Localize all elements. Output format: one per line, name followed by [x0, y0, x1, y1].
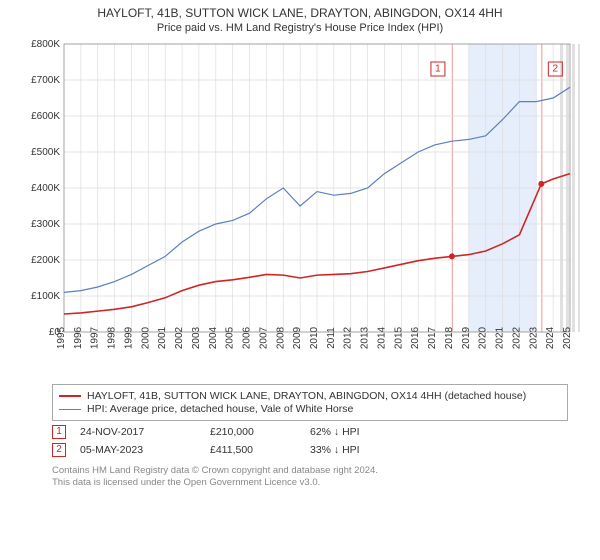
x-tick-label: 2005 — [225, 326, 236, 349]
y-tick-label: £300K — [31, 219, 60, 230]
sale-pct: 62% ↓ HPI — [310, 426, 360, 438]
sale-dot — [538, 181, 544, 187]
sales-list: 1 24-NOV-2017£210,00062% ↓ HPI 2 05-MAY-202… — [8, 425, 592, 457]
sale-num-box: 2 — [52, 443, 66, 457]
footer-line2: This data is licensed under the Open Gov… — [52, 477, 320, 488]
x-tick-label: 2023 — [528, 326, 539, 349]
y-tick-label: £200K — [31, 255, 60, 266]
chart-svg: £0£100K£200K£300K£400K£500K£600K£700K£80… — [20, 38, 580, 378]
x-tick-label: 1997 — [90, 326, 101, 349]
sale-pct: 33% ↓ HPI — [310, 444, 360, 456]
x-tick-label: 2015 — [393, 326, 404, 349]
sale-marker-num: 2 — [553, 64, 559, 75]
x-tick-label: 2019 — [461, 326, 472, 349]
y-tick-label: £600K — [31, 111, 60, 122]
x-tick-label: 1996 — [73, 326, 84, 349]
legend: HAYLOFT, 41B, SUTTON WICK LANE, DRAYTON,… — [52, 384, 568, 421]
sale-date: 24-NOV-2017 — [80, 426, 210, 438]
footer-note: Contains HM Land Registry data © Crown c… — [52, 465, 592, 489]
x-tick-label: 2016 — [410, 326, 421, 349]
x-tick-label: 2002 — [174, 326, 185, 349]
x-tick-label: 2009 — [292, 326, 303, 349]
x-tick-label: 1995 — [56, 326, 67, 349]
x-tick-label: 2000 — [140, 326, 151, 349]
legend-item: HPI: Average price, detached house, Vale… — [59, 403, 561, 415]
y-tick-label: £100K — [31, 291, 60, 302]
x-tick-label: 2018 — [444, 326, 455, 349]
x-tick-label: 2020 — [478, 326, 489, 349]
x-tick-label: 2021 — [495, 326, 506, 349]
legend-swatch — [59, 409, 81, 410]
sale-num-box: 1 — [52, 425, 66, 439]
x-tick-label: 2022 — [511, 326, 522, 349]
sale-marker-num: 1 — [435, 64, 441, 75]
x-tick-label: 2006 — [242, 326, 253, 349]
chart-subtitle: Price paid vs. HM Land Registry's House … — [8, 22, 592, 34]
x-tick-label: 1999 — [123, 326, 134, 349]
y-tick-label: £400K — [31, 183, 60, 194]
x-tick-label: 2011 — [326, 327, 337, 349]
y-tick-label: £500K — [31, 147, 60, 158]
chart-container: HAYLOFT, 41B, SUTTON WICK LANE, DRAYTON,… — [0, 0, 600, 560]
sale-row: 2 05-MAY-2023£411,50033% ↓ HPI — [52, 443, 592, 457]
x-tick-label: 2013 — [360, 326, 371, 349]
footer-line1: Contains HM Land Registry data © Crown c… — [52, 465, 378, 476]
legend-item: HAYLOFT, 41B, SUTTON WICK LANE, DRAYTON,… — [59, 390, 561, 402]
x-tick-label: 2001 — [157, 326, 168, 349]
sale-date: 05-MAY-2023 — [80, 444, 210, 456]
x-tick-label: 2007 — [258, 326, 269, 349]
x-tick-label: 2014 — [376, 326, 387, 349]
sale-row: 1 24-NOV-2017£210,00062% ↓ HPI — [52, 425, 592, 439]
x-tick-label: 2003 — [191, 326, 202, 349]
legend-swatch — [59, 395, 81, 397]
y-tick-label: £800K — [31, 39, 60, 50]
x-tick-label: 2025 — [562, 326, 573, 349]
x-tick-label: 2017 — [427, 326, 438, 349]
x-tick-label: 2024 — [545, 326, 556, 349]
y-tick-label: £700K — [31, 75, 60, 86]
sale-price: £411,500 — [210, 444, 310, 456]
x-tick-label: 2004 — [208, 326, 219, 349]
x-tick-label: 2008 — [275, 326, 286, 349]
x-tick-label: 2012 — [343, 326, 354, 349]
legend-label: HAYLOFT, 41B, SUTTON WICK LANE, DRAYTON,… — [87, 390, 526, 402]
sale-price: £210,000 — [210, 426, 310, 438]
chart-title: HAYLOFT, 41B, SUTTON WICK LANE, DRAYTON,… — [8, 6, 592, 20]
chart-plot: £0£100K£200K£300K£400K£500K£600K£700K£80… — [20, 38, 580, 378]
x-tick-label: 2010 — [309, 326, 320, 349]
legend-label: HPI: Average price, detached house, Vale… — [87, 403, 353, 415]
x-tick-label: 1998 — [107, 326, 118, 349]
sale-dot — [449, 253, 455, 259]
